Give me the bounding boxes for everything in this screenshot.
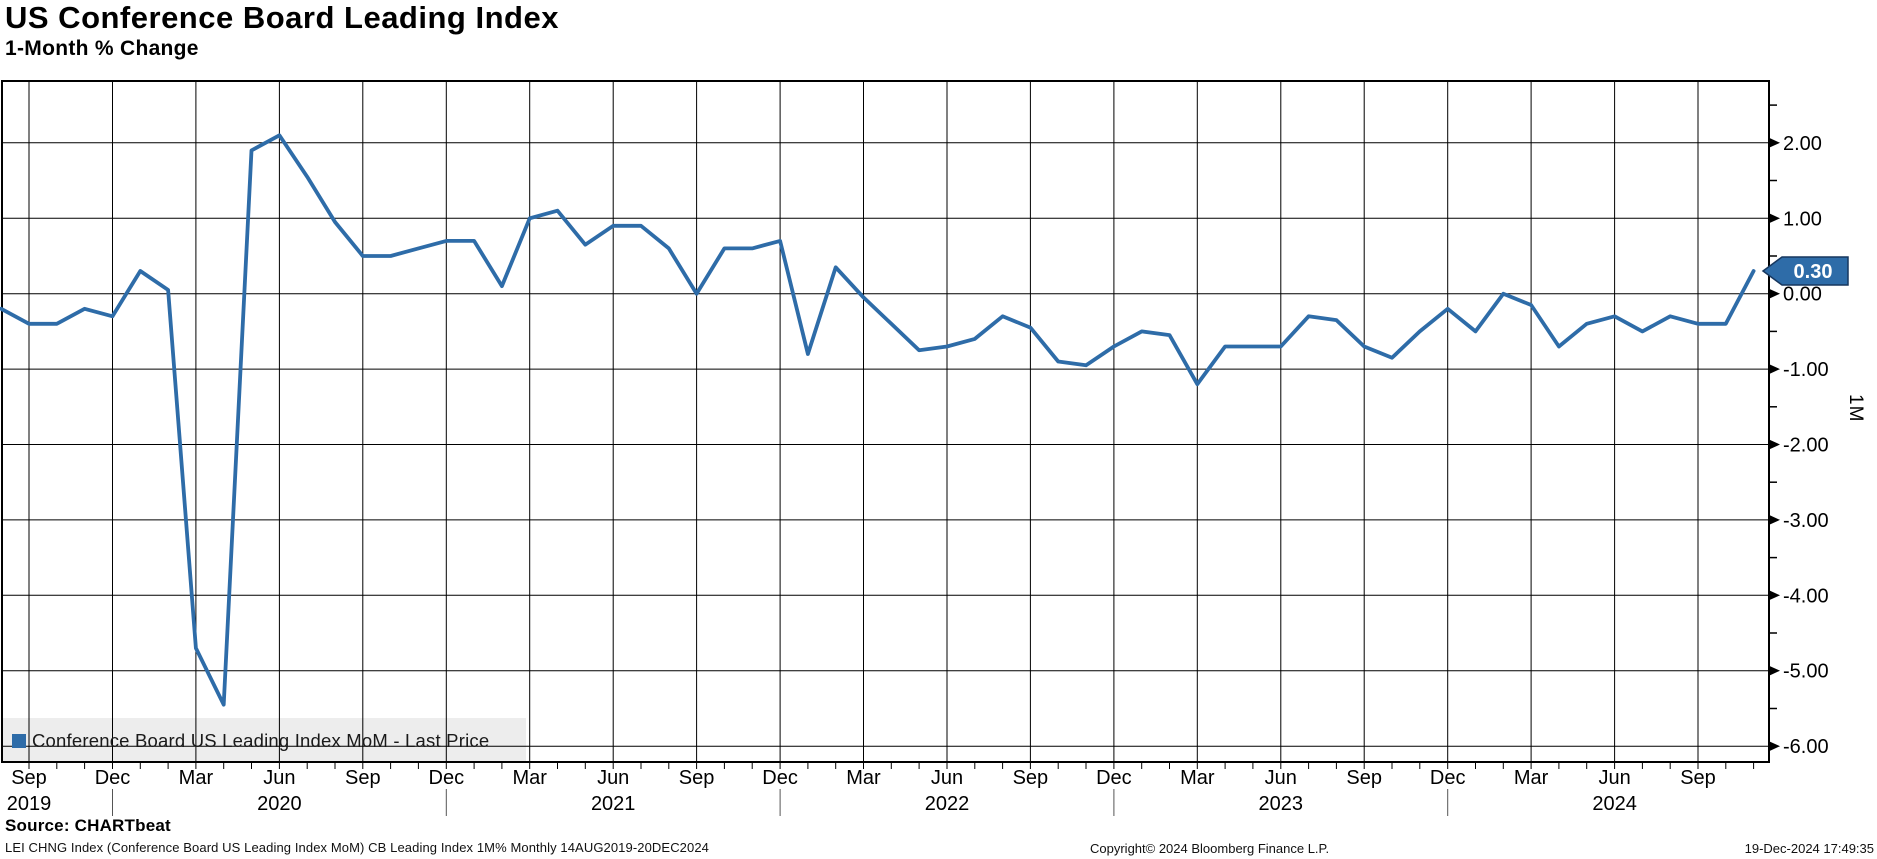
svg-text:2.00: 2.00 xyxy=(1783,133,1822,155)
svg-text:Jun: Jun xyxy=(597,767,629,789)
svg-text:2021: 2021 xyxy=(591,793,636,815)
y-tick-arrow-icon xyxy=(1769,288,1780,299)
svg-text:Jun: Jun xyxy=(1265,767,1297,789)
chart-subtitle: 1-Month % Change xyxy=(5,37,199,60)
svg-text:Sep: Sep xyxy=(1346,767,1382,789)
svg-text:Sep: Sep xyxy=(1013,767,1049,789)
page-title: US Conference Board Leading Index xyxy=(5,0,559,35)
svg-text:Mar: Mar xyxy=(1180,767,1215,789)
svg-text:-5.00: -5.00 xyxy=(1783,661,1829,683)
y-tick-arrow-icon xyxy=(1769,590,1780,601)
svg-text:2024: 2024 xyxy=(1592,793,1637,815)
svg-text:0.00: 0.00 xyxy=(1783,284,1822,306)
footer-ticker-info: LEI CHNG Index (Conference Board US Lead… xyxy=(5,840,710,855)
y-tick-arrow-icon xyxy=(1769,137,1780,148)
svg-text:Dec: Dec xyxy=(1096,767,1132,789)
svg-text:Sep: Sep xyxy=(679,767,715,789)
price-line xyxy=(0,133,1756,707)
svg-text:Dec: Dec xyxy=(762,767,798,789)
footer-timestamp: 19-Dec-2024 17:49:35 xyxy=(1744,841,1874,856)
svg-text:Dec: Dec xyxy=(1430,767,1466,789)
svg-text:1.00: 1.00 xyxy=(1783,208,1822,230)
svg-text:-4.00: -4.00 xyxy=(1783,585,1829,607)
x-axis-labels: Sep 2019 Dec Mar Jun 2020 Sep Dec Mar Jun 2021 Sep D… xyxy=(7,767,1716,815)
svg-text:2022: 2022 xyxy=(925,793,970,815)
legend[interactable]: Conference Board US Leading Index MoM - … xyxy=(12,728,489,754)
svg-text:-1.00: -1.00 xyxy=(1783,359,1829,381)
y-tick-arrow-icon xyxy=(1769,741,1780,752)
y-tick-arrow-icon xyxy=(1769,439,1780,450)
svg-text:Dec: Dec xyxy=(95,767,131,789)
last-price-badge[interactable]: 0.30 xyxy=(1761,256,1849,286)
svg-text:2019: 2019 xyxy=(7,793,52,815)
svg-text:Sep: Sep xyxy=(1680,767,1716,789)
svg-text:Sep: Sep xyxy=(345,767,381,789)
svg-text:Jun: Jun xyxy=(931,767,963,789)
svg-text:Jun: Jun xyxy=(263,767,295,789)
svg-text:0.30: 0.30 xyxy=(1794,261,1833,283)
svg-text:Sep: Sep xyxy=(11,767,47,789)
legend-background xyxy=(3,718,526,761)
grid xyxy=(2,81,1769,762)
legend-label: Conference Board US Leading Index MoM - … xyxy=(32,730,490,751)
footer-copyright: Copyright© 2024 Bloomberg Finance L.P. xyxy=(1090,841,1330,856)
svg-text:2020: 2020 xyxy=(257,793,302,815)
svg-text:Mar: Mar xyxy=(179,767,214,789)
plot-frame xyxy=(1,80,1770,763)
svg-text:Mar: Mar xyxy=(512,767,547,789)
legend-swatch-icon xyxy=(12,734,26,748)
svg-text:Dec: Dec xyxy=(429,767,465,789)
svg-text:Jun: Jun xyxy=(1598,767,1630,789)
svg-text:Mar: Mar xyxy=(1514,767,1549,789)
source-line: Source: CHARTbeat xyxy=(5,816,171,835)
y-tick-arrow-icon xyxy=(1769,665,1780,676)
y-tick-arrow-icon xyxy=(1769,514,1780,525)
svg-text:-6.00: -6.00 xyxy=(1783,736,1829,758)
svg-text:2023: 2023 xyxy=(1259,793,1304,815)
axis-unit-label: 1M xyxy=(1845,394,1866,423)
svg-text:Mar: Mar xyxy=(846,767,881,789)
y-tick-arrow-icon xyxy=(1769,364,1780,375)
y-axis-labels: 2.00 1.00 0.00 -1.00 -2.00 -3.00 -4.00 -5.00 -6.… xyxy=(1769,133,1829,758)
svg-text:-2.00: -2.00 xyxy=(1783,435,1829,457)
svg-text:-3.00: -3.00 xyxy=(1783,510,1829,532)
y-minor-ticks xyxy=(1769,104,1777,710)
x-minor-ticks xyxy=(28,762,1755,769)
year-separators xyxy=(112,789,1449,816)
y-tick-arrow-icon xyxy=(1769,213,1780,224)
